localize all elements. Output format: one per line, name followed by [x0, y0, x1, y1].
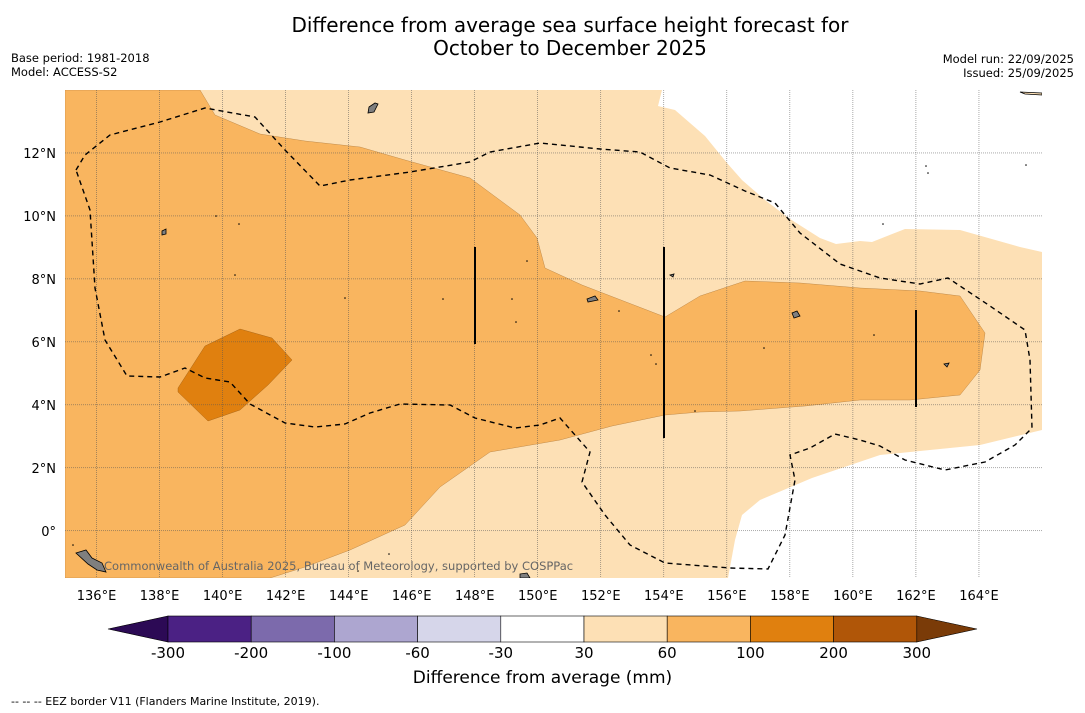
model-run: Model run: 22/09/2025: [942, 52, 1074, 66]
y-tick-label: 10°N: [23, 210, 56, 225]
colorbar-segment: [500, 615, 585, 643]
y-tick-label: 2°N: [32, 462, 57, 477]
colorbar-segment: [583, 615, 668, 643]
x-tick-label: 138°E: [140, 589, 180, 604]
colorbar-extend-high: [916, 615, 978, 643]
x-tick-label: 144°E: [329, 589, 369, 604]
x-tick-label: 136°E: [77, 589, 117, 604]
y-tick-label: 0°: [41, 525, 56, 540]
island: [791, 310, 801, 319]
meta-left: Base period: 1981-2018 Model: ACCESS-S2: [11, 51, 150, 79]
neutral-area-north: [658, 90, 1042, 252]
colorbar-segment: [750, 615, 834, 643]
colorbar-tick-label: 30: [574, 644, 593, 662]
colorbar-tick-label: 300: [902, 644, 931, 662]
colorbar-tick-label: -200: [234, 644, 268, 662]
model-name: Model: ACCESS-S2: [11, 65, 118, 79]
colorbar-tick-label: 60: [658, 644, 677, 662]
x-tick-label: 160°E: [833, 589, 873, 604]
x-tick-label: 146°E: [392, 589, 432, 604]
islands: [75, 91, 1042, 578]
y-tick-label: 6°N: [32, 336, 57, 351]
title-line-2: October to December 2025: [433, 36, 707, 60]
colorbar-extend-low: [107, 615, 169, 643]
eez-footnote: -- -- -- EEZ border V11 (Flanders Marine…: [11, 695, 320, 708]
eez-border: [75, 107, 1033, 570]
title-line-1: Difference from average sea surface heig…: [291, 13, 849, 37]
colorbar-tick-label: -100: [317, 644, 351, 662]
colorbar-segment: [417, 615, 502, 643]
colorbar-tick-label: -60: [405, 644, 430, 662]
map-area: Commonwealth of Australia 2025, Bureau o…: [65, 90, 1042, 578]
island: [943, 362, 950, 368]
island: [1019, 91, 1042, 96]
colorbar-tick-label: 100: [736, 644, 765, 662]
colorbar-segment: [334, 615, 418, 643]
colorbar-segment: [666, 615, 751, 643]
colorbar-tick-label: 200: [819, 644, 848, 662]
x-tick-label: 158°E: [770, 589, 810, 604]
island: [669, 273, 675, 278]
index-bars: [474, 247, 917, 438]
meta-right: Model run: 22/09/2025 Issued: 25/09/2025: [943, 52, 1074, 80]
sst-60-100-field: [65, 90, 986, 578]
colorbar: -300 -200 -100 -60 -30 30 60 100 200 300: [107, 615, 978, 662]
island: [519, 572, 531, 578]
x-tick-label: 164°E: [959, 589, 999, 604]
colorbar-tick-label: -300: [151, 644, 185, 662]
x-tick-label: 140°E: [203, 589, 243, 604]
colorbar-segment: [167, 615, 252, 643]
x-tick-label: 142°E: [266, 589, 306, 604]
x-tick-label: 152°E: [581, 589, 621, 604]
colorbar-tick-label: -30: [489, 644, 514, 662]
island: [367, 102, 379, 114]
x-tick-label: 148°E: [455, 589, 495, 604]
y-tick-label: 8°N: [32, 273, 57, 288]
island: [75, 549, 107, 573]
y-tick-label: 12°N: [23, 147, 56, 162]
x-tick-label: 156°E: [707, 589, 747, 604]
island: [586, 295, 599, 303]
island: [161, 228, 167, 236]
sst-100-200-blob: [177, 328, 293, 422]
x-tick-label: 162°E: [896, 589, 936, 604]
copyright-watermark: Commonwealth of Australia 2025, Bureau o…: [104, 559, 573, 573]
colorbar-label: Difference from average (mm): [412, 668, 673, 688]
atolls: [72, 164, 1027, 572]
colorbar-segment: [250, 615, 335, 643]
colorbar-segment: [833, 615, 918, 643]
axis-ticks: 136°E 138°E 140°E 142°E 144°E 146°E 148°E 150°E…: [23, 147, 999, 604]
chart-title: Difference from average sea surface heig…: [0, 14, 1085, 60]
x-tick-label: 150°E: [518, 589, 558, 604]
issued-date: Issued: 25/09/2025: [963, 66, 1074, 80]
y-tick-label: 4°N: [32, 399, 57, 414]
x-tick-label: 154°E: [644, 589, 684, 604]
base-period: Base period: 1981-2018: [11, 51, 150, 65]
